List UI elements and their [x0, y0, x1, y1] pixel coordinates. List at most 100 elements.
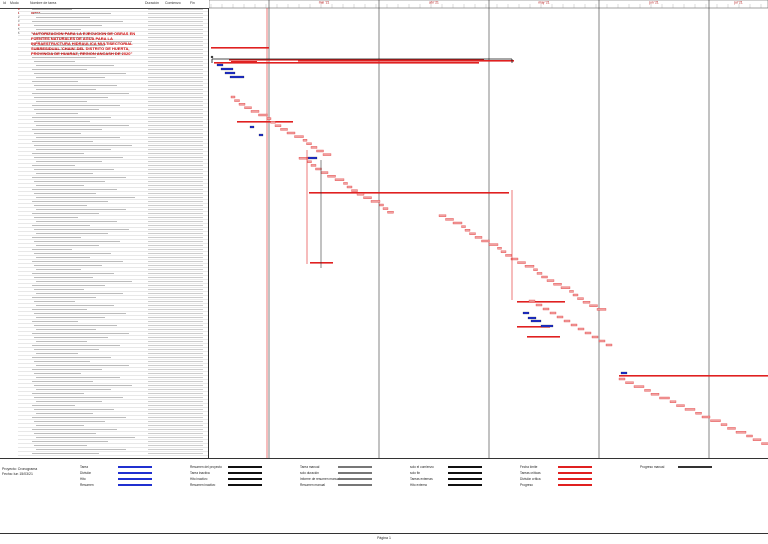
cell-id: 1 [18, 12, 30, 15]
legend-label: Tarea inactiva [190, 471, 210, 475]
critical-task-bar [383, 208, 388, 210]
row-date-placeholder [148, 449, 203, 450]
row-text-placeholder [34, 409, 114, 410]
row-date-placeholder [148, 229, 203, 230]
legend-label: solo el comienzo [410, 465, 434, 469]
row-text-placeholder [32, 381, 93, 382]
row-text-placeholder [36, 113, 78, 114]
row-text-placeholder [36, 77, 105, 78]
row-text-placeholder [36, 185, 84, 186]
critical-task-bar [271, 121, 276, 123]
row-text-placeholder [36, 305, 114, 306]
task-bar [531, 320, 541, 322]
critical-task-bar [259, 114, 268, 116]
legend-label: Hito inactivo [190, 477, 207, 481]
legend-item: División [80, 471, 91, 475]
row-text-placeholder [34, 397, 123, 398]
critical-task-bar [321, 172, 328, 174]
critical-task-bar [239, 103, 245, 105]
row-date-placeholder [148, 413, 203, 414]
row-date-placeholder [148, 325, 203, 326]
legend-label: Hito [80, 477, 86, 481]
row-date-placeholder [148, 13, 203, 14]
legend-label: Resumen inactivo [190, 483, 215, 487]
critical-task-bar [275, 125, 281, 127]
row-date-placeholder [148, 405, 203, 406]
critical-task-bar [453, 222, 462, 224]
row-date-placeholder [148, 205, 203, 206]
critical-task-bar [439, 215, 446, 217]
page-footer: Página 1 [0, 533, 768, 544]
critical-task-bar [543, 308, 549, 310]
critical-task-bar [597, 308, 606, 310]
row-text-placeholder [34, 61, 75, 62]
row-date-placeholder [148, 101, 203, 102]
row-text-placeholder [34, 337, 108, 338]
row-text-placeholder [36, 449, 126, 450]
row-date-placeholder [148, 313, 203, 314]
month-label: jun '21 [648, 1, 659, 5]
legend-swatch [118, 478, 152, 480]
row-date-placeholder [148, 193, 203, 194]
task-bar [221, 68, 233, 70]
row-text-placeholder [34, 253, 111, 254]
critical-task-bar [626, 382, 634, 384]
critical-task-bar [736, 431, 746, 433]
header-start: Comienzo [165, 1, 181, 5]
legend-swatch [118, 472, 152, 474]
row-date-placeholder [148, 337, 203, 338]
row-text-placeholder [34, 157, 123, 158]
critical-task-bar [677, 405, 685, 407]
row-date-placeholder [148, 329, 203, 330]
row-text-placeholder [36, 221, 117, 222]
row-date-placeholder [148, 441, 203, 442]
legend-swatch [338, 478, 372, 480]
critical-task-bar [295, 136, 304, 138]
row-text-placeholder [32, 345, 120, 346]
task-bar [217, 64, 223, 66]
critical-task-bar [599, 340, 605, 342]
row-text-placeholder [32, 321, 78, 322]
row-text-placeholder [32, 237, 81, 238]
critical-task-bar [281, 128, 288, 130]
legend-swatch [678, 466, 712, 468]
row-text-placeholder [34, 193, 96, 194]
critical-task-bar [747, 435, 753, 437]
row-date-placeholder [148, 89, 203, 90]
critical-task-bar [335, 179, 344, 181]
row-date-placeholder [148, 113, 203, 114]
row-text-placeholder [32, 189, 117, 190]
cell-id: 4 [18, 24, 30, 27]
row-text-placeholder [32, 453, 99, 454]
month-label: jul '21 [733, 1, 742, 5]
critical-task-bar [462, 226, 466, 228]
row-text-placeholder [32, 81, 78, 82]
critical-task-bar [352, 190, 358, 192]
critical-task-bar [651, 393, 659, 395]
critical-task-bar [347, 186, 352, 188]
row-date-placeholder [148, 373, 203, 374]
critical-task-bar [525, 265, 534, 267]
critical-task-bar [364, 197, 372, 199]
table-row[interactable] [18, 452, 208, 456]
critical-task-bar [357, 193, 364, 195]
row-text-placeholder [36, 173, 93, 174]
critical-task-bar [303, 139, 307, 141]
task-bar [230, 76, 244, 78]
row-date-placeholder [148, 341, 203, 342]
row-date-placeholder [148, 109, 203, 110]
row-text-placeholder [34, 349, 99, 350]
summary-bar [231, 61, 257, 63]
row-text-placeholder [36, 149, 111, 150]
row-date-placeholder [148, 349, 203, 350]
critical-task-bar [670, 401, 676, 403]
row-date-placeholder [148, 417, 203, 418]
row-date-placeholder [148, 357, 203, 358]
milestone-diamond [211, 56, 214, 59]
critical-task-bar [578, 328, 584, 330]
legend-item: Resumen inactivo [190, 483, 215, 487]
critical-task-bar [542, 276, 548, 278]
row-date-placeholder [148, 425, 203, 426]
row-date-placeholder [148, 421, 203, 422]
